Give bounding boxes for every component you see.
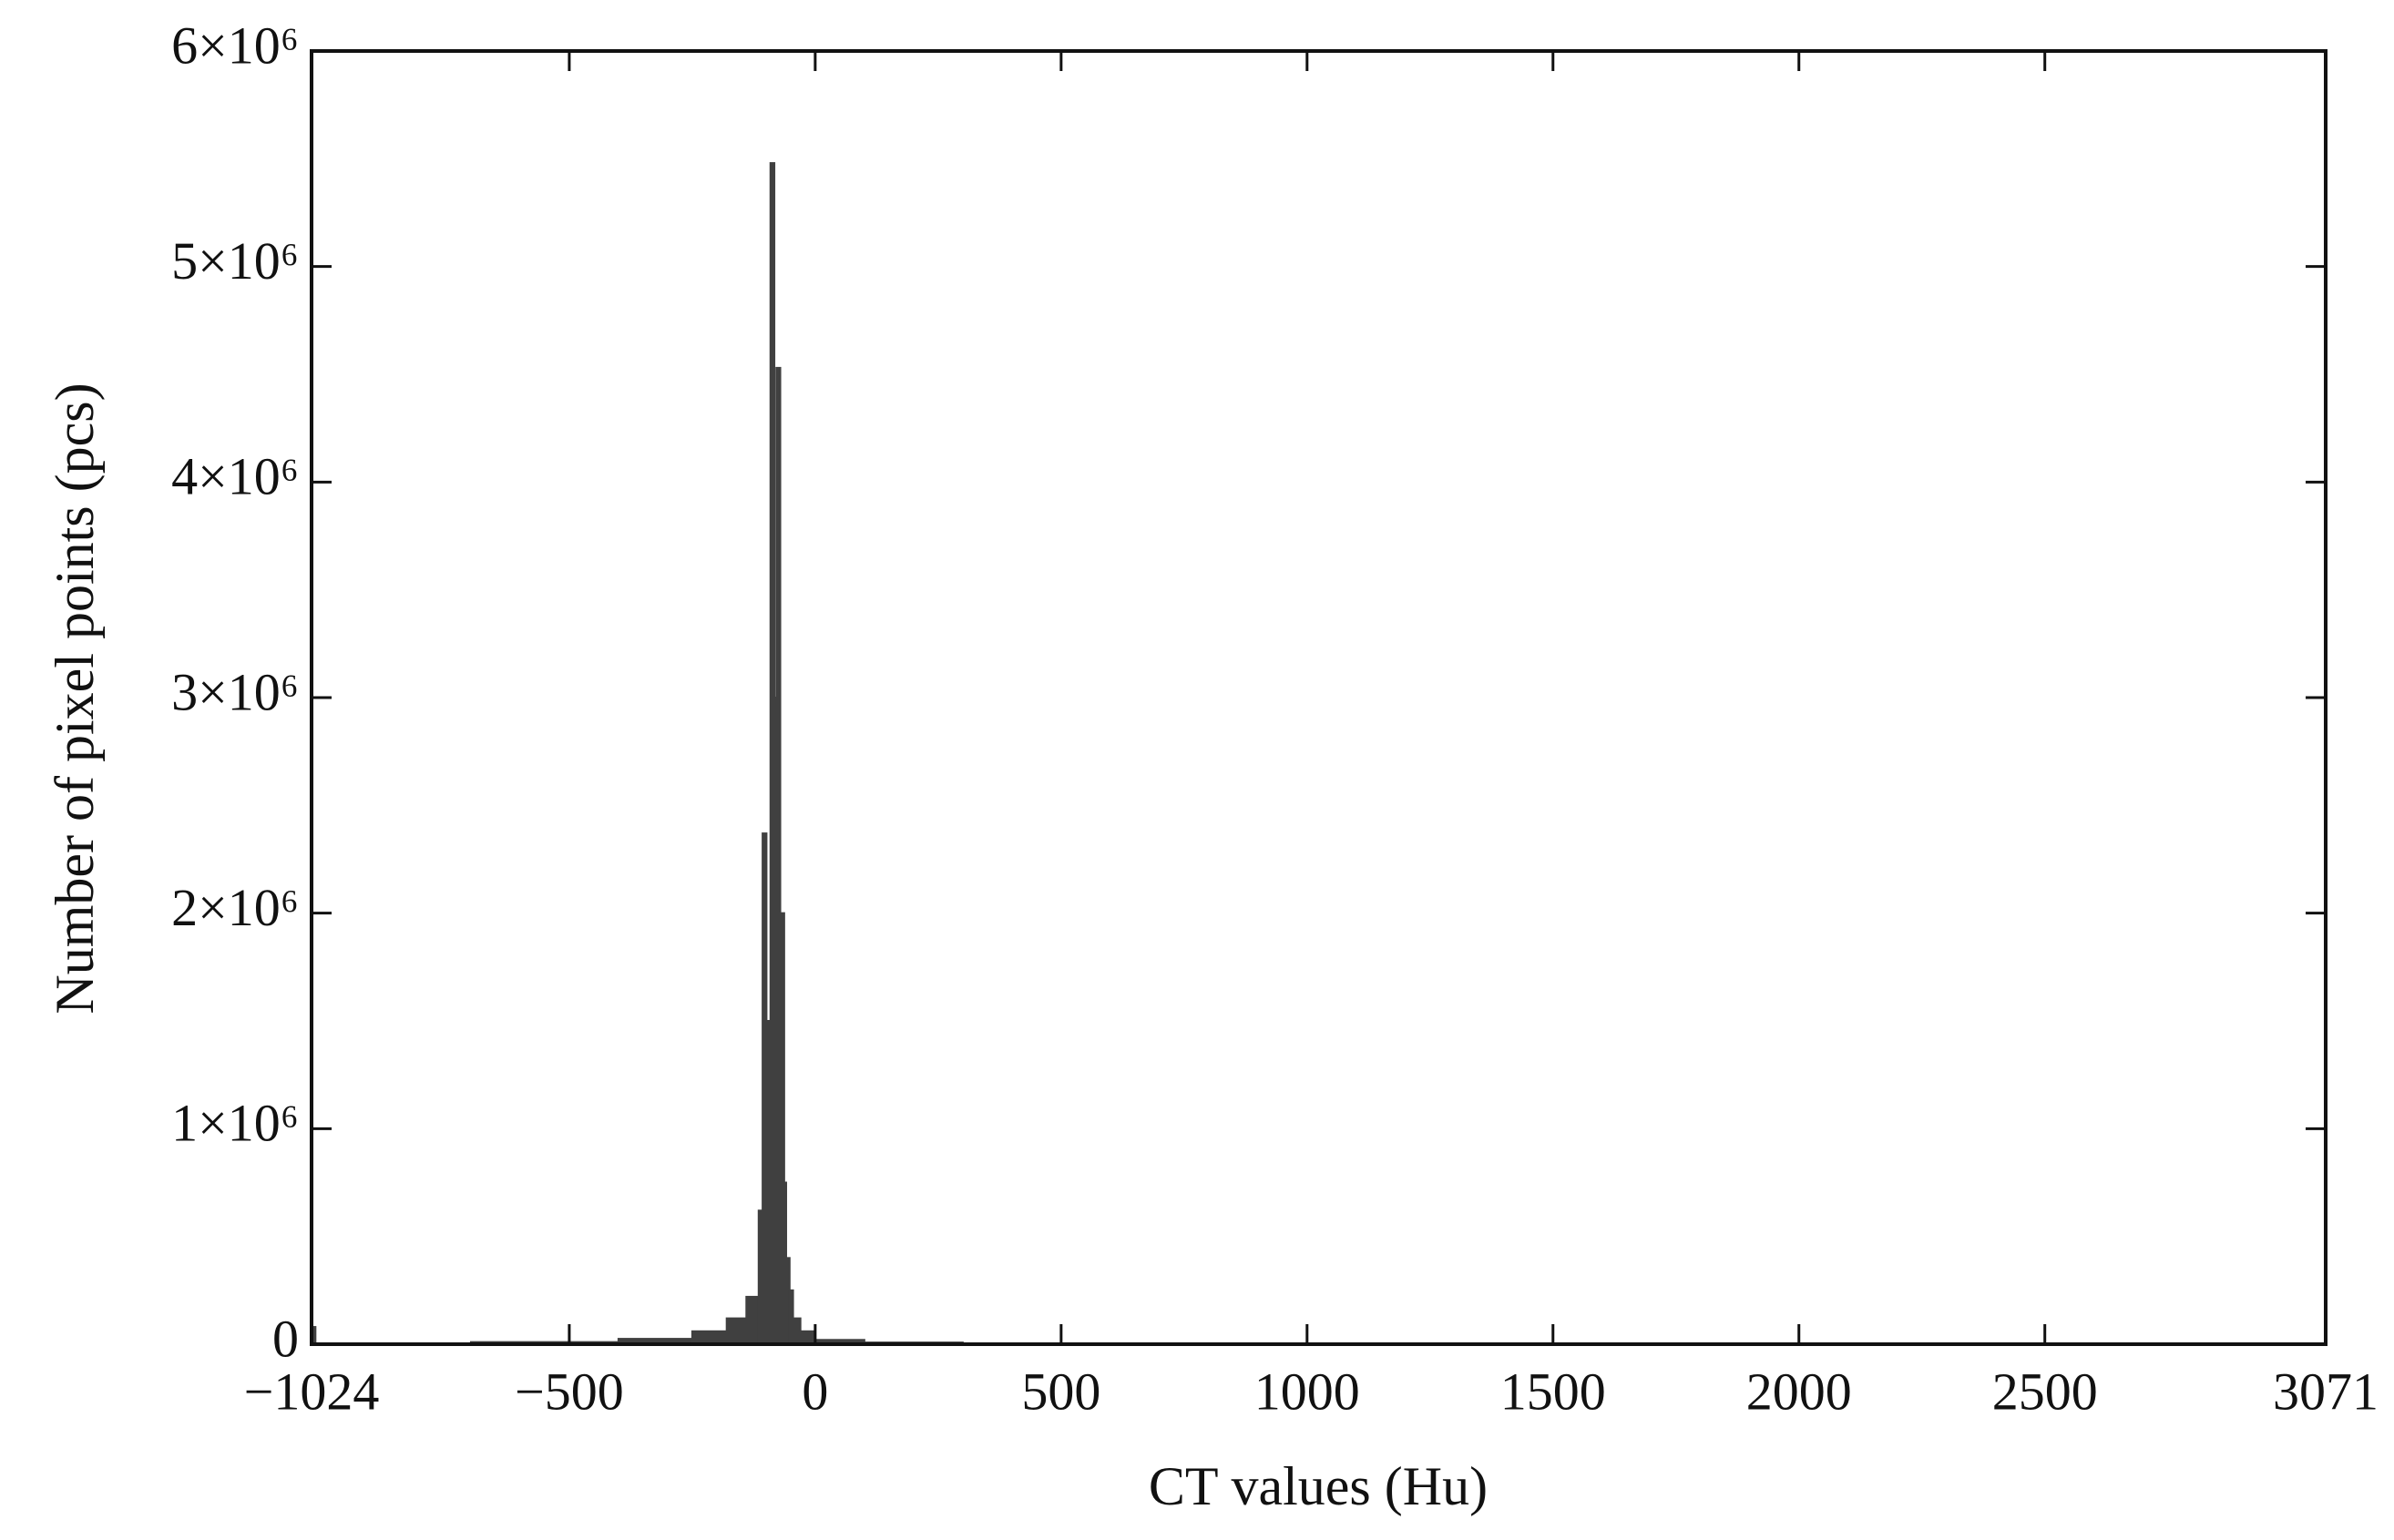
y-tick-label: 4×10⁶ xyxy=(171,447,299,506)
x-tick-label: 2000 xyxy=(1746,1362,1852,1421)
y-tick-label: 0 xyxy=(272,1309,299,1368)
y-tick-label: 6×10⁶ xyxy=(171,15,299,75)
x-tick-label: 500 xyxy=(1021,1362,1100,1421)
plot-frame xyxy=(310,49,2328,1346)
x-tick-label: −500 xyxy=(515,1362,624,1421)
x-axis-label: CT values (Hu) xyxy=(1149,1456,1488,1516)
histogram-bar xyxy=(691,1330,728,1346)
histogram-bar xyxy=(799,1330,816,1346)
y-tick-label: 5×10⁶ xyxy=(171,231,299,291)
y-axis-label: Number of pixel points (pcs) xyxy=(45,382,105,1014)
x-tick-label: 0 xyxy=(802,1362,828,1421)
x-tick-label: 3071 xyxy=(2273,1362,2379,1421)
x-tick-label: 1000 xyxy=(1254,1362,1360,1421)
y-tick-label: 2×10⁶ xyxy=(171,878,299,937)
histogram-bar xyxy=(745,1295,760,1346)
x-tick-label: 1500 xyxy=(1500,1362,1606,1421)
x-tick-label: −1024 xyxy=(244,1362,380,1421)
y-tick-label: 1×10⁶ xyxy=(171,1094,299,1153)
x-tick-label: 2500 xyxy=(1992,1362,2098,1421)
histogram-bar xyxy=(725,1317,748,1345)
y-tick-label: 3×10⁶ xyxy=(171,662,299,721)
histogram-bar xyxy=(792,1317,802,1345)
